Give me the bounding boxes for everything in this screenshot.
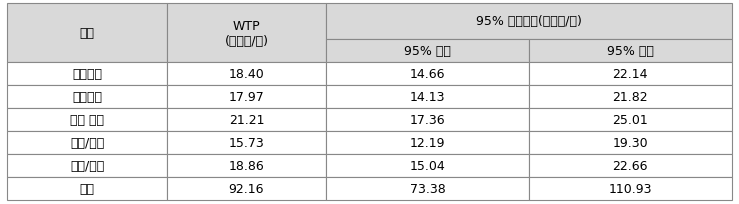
Text: 21.82: 21.82 (613, 91, 648, 104)
Text: 25.01: 25.01 (613, 113, 648, 126)
Text: 12.19: 12.19 (409, 136, 445, 149)
Bar (326, 109, 529, 131)
Bar (326, 39, 529, 63)
Bar (7, 4, 167, 63)
Text: 95% 상한: 95% 상한 (607, 45, 654, 58)
Bar (529, 109, 732, 131)
Text: 불안/우울: 불안/우울 (70, 159, 104, 172)
Bar (326, 131, 529, 154)
Bar (7, 154, 167, 177)
Text: 17.97: 17.97 (228, 91, 265, 104)
Text: 15.73: 15.73 (228, 136, 265, 149)
Bar (326, 86, 529, 109)
Text: 15.04: 15.04 (409, 159, 446, 172)
Text: 18.40: 18.40 (228, 68, 265, 81)
Bar (7, 86, 167, 109)
Bar (529, 131, 732, 154)
Bar (529, 86, 732, 109)
Bar (7, 177, 167, 200)
Bar (326, 4, 732, 39)
Bar (7, 63, 167, 86)
Text: 구분: 구분 (80, 27, 95, 40)
Bar (167, 4, 326, 63)
Bar (529, 154, 732, 177)
Text: 일상 활동: 일상 활동 (70, 113, 104, 126)
Text: 73.38: 73.38 (409, 182, 446, 195)
Bar (167, 86, 326, 109)
Text: 95% 신뢰구간(백만원/년): 95% 신뢰구간(백만원/년) (476, 15, 582, 28)
Bar (326, 154, 529, 177)
Text: 95% 하한: 95% 하한 (404, 45, 451, 58)
Text: 22.14: 22.14 (613, 68, 648, 81)
Bar (326, 177, 529, 200)
Text: 19.30: 19.30 (613, 136, 648, 149)
Text: 22.66: 22.66 (613, 159, 648, 172)
Text: 17.36: 17.36 (409, 113, 446, 126)
Text: WTP
(백만원/년): WTP (백만원/년) (225, 20, 268, 47)
Bar (529, 39, 732, 63)
Text: 18.86: 18.86 (228, 159, 265, 172)
Bar (167, 177, 326, 200)
Bar (167, 131, 326, 154)
Text: 운동능력: 운동능력 (72, 68, 102, 81)
Bar (326, 63, 529, 86)
Text: 92.16: 92.16 (228, 182, 264, 195)
Bar (7, 131, 167, 154)
Bar (529, 63, 732, 86)
Bar (167, 154, 326, 177)
Text: 통증/불편: 통증/불편 (70, 136, 104, 149)
Text: 14.66: 14.66 (409, 68, 445, 81)
Text: 자기관리: 자기관리 (72, 91, 102, 104)
Bar (167, 63, 326, 86)
Text: 14.13: 14.13 (409, 91, 445, 104)
Text: 합계: 합계 (80, 182, 95, 195)
Text: 21.21: 21.21 (228, 113, 264, 126)
Bar (167, 109, 326, 131)
Bar (7, 109, 167, 131)
Text: 110.93: 110.93 (608, 182, 652, 195)
Bar (529, 177, 732, 200)
